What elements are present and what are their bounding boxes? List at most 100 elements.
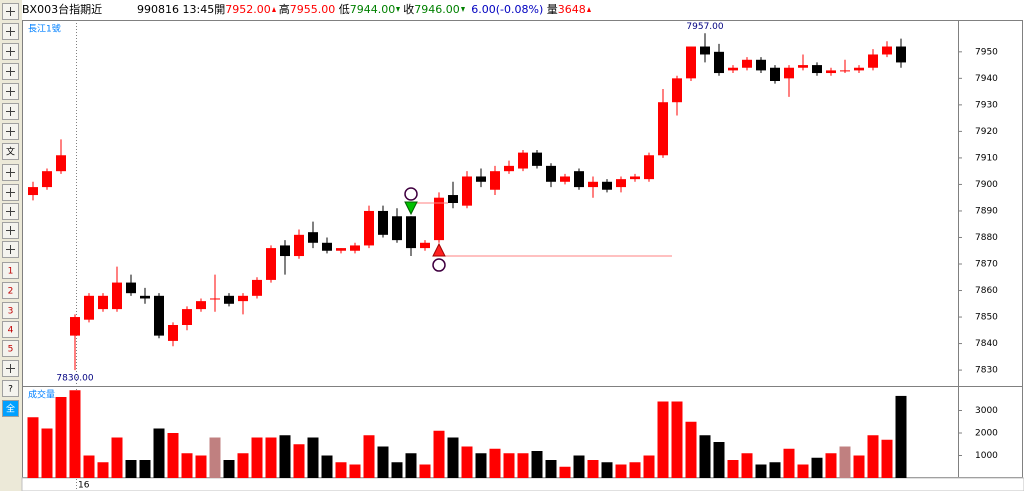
candle-body (714, 51, 724, 74)
candle-body (532, 152, 542, 166)
candle-body (126, 282, 136, 294)
volume-bar (265, 437, 277, 478)
volume-bar (657, 401, 669, 478)
change: 6.00(-0.08%) (471, 3, 544, 16)
y2-tick-label: 3000 (975, 406, 998, 416)
candle-body (434, 197, 444, 241)
price-panel-label: 長江1號 (28, 23, 61, 35)
toolbar-button[interactable]: 3 (2, 302, 19, 319)
signal-badge (404, 187, 418, 201)
price-annotation: 7957.00 (686, 22, 723, 32)
volume-bar (853, 455, 865, 478)
candle-body (742, 59, 752, 68)
sell-marker (404, 201, 418, 216)
volume-bar (377, 446, 389, 478)
volume-bar (363, 435, 375, 478)
toolbar-button[interactable]: 全 (2, 400, 19, 417)
candle-body (798, 65, 808, 68)
toolbar-button[interactable] (2, 83, 19, 100)
y-tick-label: 7950 (975, 47, 998, 57)
toolbar-button[interactable]: 1 (2, 262, 19, 279)
button-label: 2 (8, 287, 14, 297)
toolbar-button[interactable] (2, 222, 19, 239)
candle-body (574, 171, 584, 188)
candle-body (392, 216, 402, 241)
candle-body (896, 46, 906, 63)
toolbar-button[interactable]: 5 (2, 340, 19, 357)
candle-body (518, 152, 528, 169)
candle-body (644, 155, 654, 180)
button-face (2, 380, 19, 397)
toolbar-button[interactable]: 2 (2, 282, 19, 299)
toolbar-button[interactable] (2, 203, 19, 220)
toolbar-button[interactable]: 文 (2, 143, 19, 160)
candle-body (476, 176, 486, 182)
low: 7944.00 (349, 3, 396, 16)
toolbar-button[interactable] (2, 123, 19, 140)
volume-bar (209, 437, 221, 478)
toolbar-button[interactable] (2, 184, 19, 201)
toolbar-button[interactable] (2, 23, 19, 40)
candle-body (350, 245, 360, 251)
volume-bar (111, 437, 123, 478)
volume-bar (139, 460, 151, 478)
open-label: 開 (214, 3, 226, 16)
volume-bar (531, 451, 543, 478)
symbol: BX003台指期近 (22, 3, 103, 16)
candle-body (154, 295, 164, 336)
volume-label: 量 (546, 3, 558, 16)
volume-bar (391, 462, 403, 478)
button-label: 文 (6, 146, 15, 158)
y-tick-label: 7890 (975, 206, 998, 216)
toolbar-button[interactable]: 4 (2, 321, 19, 338)
candle-body (322, 242, 332, 251)
candle-body (84, 295, 94, 320)
y-tick-label: 7840 (975, 339, 998, 349)
button-face (2, 143, 19, 160)
y-tick-label: 7900 (975, 180, 998, 190)
volume-bar (293, 444, 305, 478)
volume-bar (237, 453, 249, 478)
toolbar-button[interactable] (2, 3, 19, 20)
volume-bar (69, 390, 81, 478)
candle-body (602, 181, 612, 190)
volume-bar (825, 453, 837, 478)
volume-bar (797, 464, 809, 478)
volume-bar (461, 446, 473, 478)
toolbar-button[interactable] (2, 63, 19, 80)
volume-bar (55, 397, 67, 478)
candle-body (462, 176, 472, 206)
volume-bar (895, 395, 907, 478)
button-face (2, 262, 19, 279)
toolbar-button[interactable] (2, 241, 19, 258)
volume-bar (573, 455, 585, 478)
toolbar-button[interactable]: ? (2, 380, 19, 397)
volume-bar (629, 462, 641, 478)
signal-badge (432, 258, 446, 272)
candle-body (406, 216, 416, 249)
y-tick-label: 7860 (975, 286, 998, 296)
volume-bar (447, 437, 459, 478)
volume-bar (41, 428, 53, 478)
price-annotation: 7830.00 (56, 374, 93, 384)
candle-body (98, 295, 108, 310)
volume-bar (125, 460, 137, 478)
volume-bar (97, 462, 109, 478)
volume-bar (279, 435, 291, 478)
candle-body (630, 176, 640, 180)
y-tick-label: 7940 (975, 74, 998, 84)
volume-bar (587, 460, 599, 478)
toolbar-button[interactable] (2, 360, 19, 377)
toolbar-button[interactable] (2, 164, 19, 181)
volume-bar (867, 435, 879, 478)
volume-bar (839, 446, 851, 478)
candle-body (672, 78, 682, 103)
volume-bar (195, 455, 207, 478)
candle-body (364, 210, 374, 246)
toolbar-button[interactable] (2, 103, 19, 120)
volume-bar (419, 464, 431, 478)
toolbar-button[interactable] (2, 43, 19, 60)
button-face (2, 321, 19, 338)
